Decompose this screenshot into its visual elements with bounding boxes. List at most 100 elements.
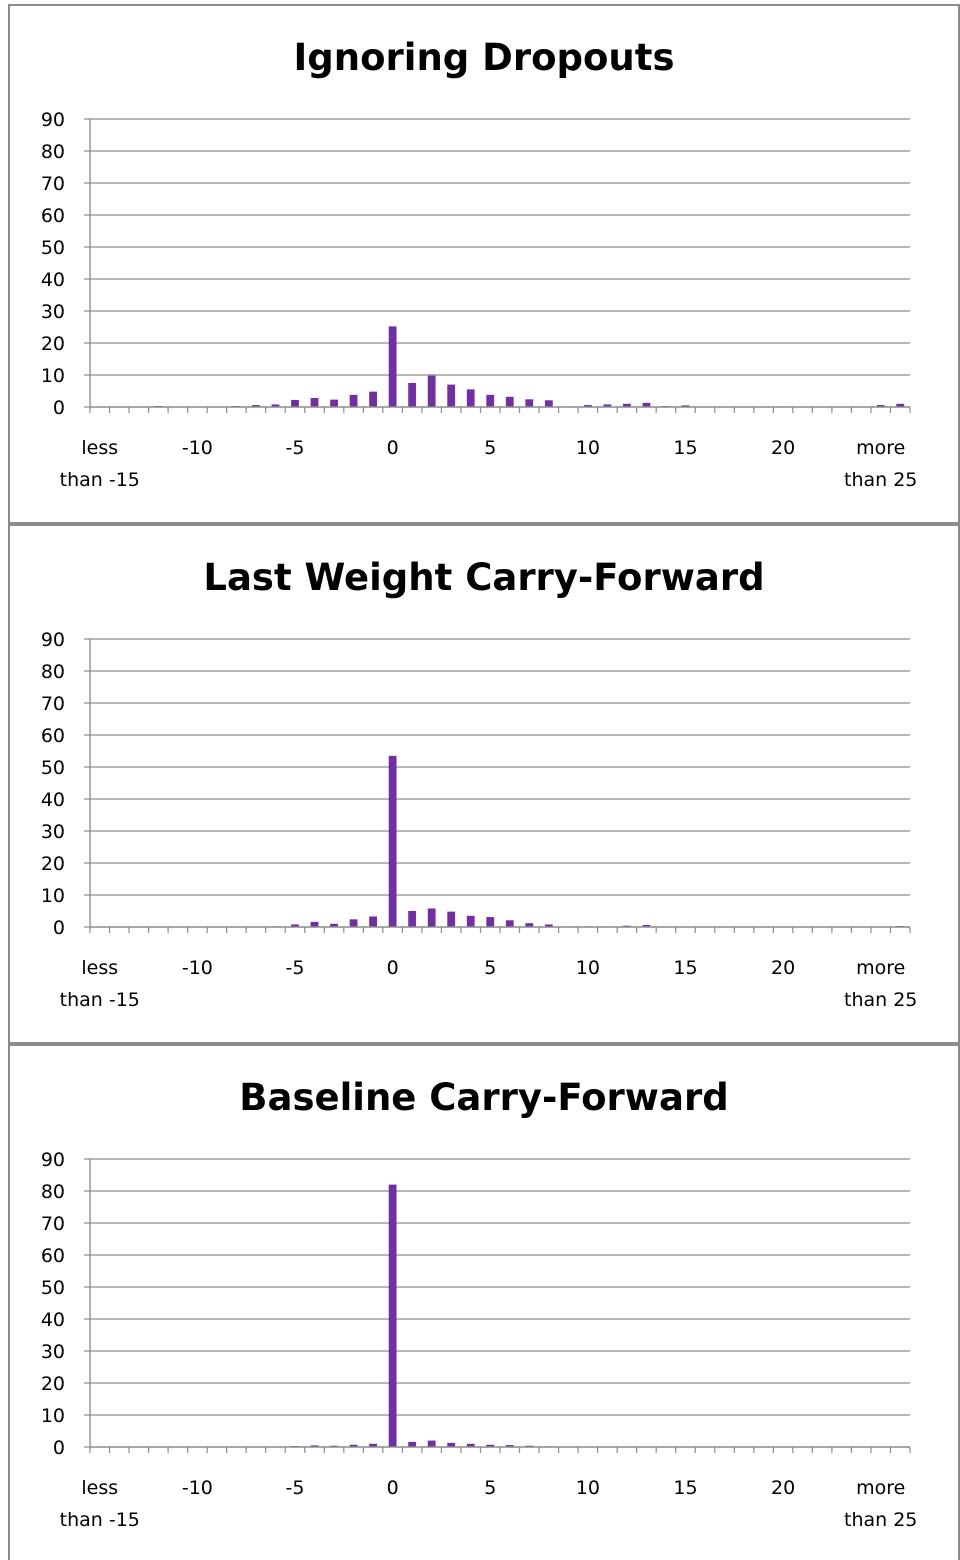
bar <box>876 405 885 407</box>
y-tick-label: 80 <box>41 1181 65 1203</box>
y-tick-label: 70 <box>41 693 65 715</box>
x-tick-label: -10 <box>182 957 213 979</box>
y-tick-label: 60 <box>41 1245 65 1267</box>
x-tick-label: less <box>81 437 118 459</box>
x-tick-label: than -15 <box>60 1509 140 1531</box>
chart-panel-baseline-carry-forward: Baseline Carry-Forward 0 10 20 30 40 50 60 70 80… <box>8 1044 960 1560</box>
x-tick-label: -5 <box>286 957 305 979</box>
bar <box>447 1442 456 1447</box>
y-tick-label: 20 <box>41 853 65 875</box>
histogram-chart: Last Weight Carry-Forward 01020304050607… <box>41 556 918 1011</box>
bar <box>642 402 651 407</box>
x-tick-label: 20 <box>771 1477 795 1499</box>
x-tick-label: 10 <box>576 437 600 459</box>
y-tick-label: 0 <box>53 397 65 419</box>
bar <box>427 375 436 407</box>
x-tick-label: 5 <box>484 1477 496 1499</box>
x-tick-label: 15 <box>673 1477 697 1499</box>
bar <box>486 1444 495 1447</box>
chart-panel-ignoring-dropouts: Ignoring Dropouts 0 10 20 30 40 50 60 70 80 90 les… <box>8 4 960 524</box>
y-tick-label: 10 <box>41 365 65 387</box>
y-tick-label: 80 <box>41 141 65 163</box>
x-tick-label: 0 <box>387 437 399 459</box>
bar <box>349 394 358 407</box>
bar <box>310 921 319 927</box>
x-tick-label: 15 <box>673 957 697 979</box>
x-tick-label: 0 <box>387 1477 399 1499</box>
bar <box>369 916 377 927</box>
y-tick-label: 50 <box>41 237 65 259</box>
y-tick-label: 10 <box>41 885 65 907</box>
y-tick-label: 10 <box>41 1405 65 1427</box>
bar <box>505 1445 514 1447</box>
bar <box>369 1443 377 1447</box>
y-tick-label: 30 <box>41 821 65 843</box>
y-tick-label: 40 <box>41 1309 65 1331</box>
bar <box>427 908 436 927</box>
y-tick-label: 20 <box>41 333 65 355</box>
bar <box>447 911 456 927</box>
x-tick-label: 15 <box>673 437 697 459</box>
histogram-chart: Baseline Carry-Forward 01020304050607080… <box>41 1076 918 1531</box>
bar <box>525 923 534 927</box>
bar <box>681 405 690 407</box>
x-tick-label: less <box>81 1477 118 1499</box>
x-tick-label: -10 <box>182 437 213 459</box>
x-tick-label: 20 <box>771 957 795 979</box>
y-tick-label: 0 <box>53 917 65 939</box>
bar <box>583 405 592 407</box>
bar <box>310 1445 319 1447</box>
bar <box>427 1440 436 1447</box>
bar <box>408 911 417 927</box>
bar <box>271 404 280 407</box>
x-tick-label: 5 <box>484 437 496 459</box>
x-tick-label: than 25 <box>844 469 917 491</box>
x-tick-label: -5 <box>286 1477 305 1499</box>
x-tick-label: -10 <box>182 1477 213 1499</box>
chart-title: Last Weight Carry-Forward <box>203 556 764 599</box>
y-tick-label: 30 <box>41 301 65 323</box>
chart-panel-last-weight-carry-forward: Last Weight Carry-Forward 0 10 20 30 40 50 60 7… <box>8 524 960 1044</box>
bar <box>447 384 456 407</box>
y-tick-label: 60 <box>41 725 65 747</box>
bar <box>252 405 260 407</box>
y-tick-label: 70 <box>41 1213 65 1235</box>
y-tick-label: 20 <box>41 1373 65 1395</box>
y-tick-label: 50 <box>41 1277 65 1299</box>
x-tick-label: than -15 <box>60 989 140 1011</box>
chart-title: Ignoring Dropouts <box>294 36 675 79</box>
bar <box>349 919 358 927</box>
y-tick-label: 70 <box>41 173 65 195</box>
bar <box>486 394 495 407</box>
histogram-chart: Ignoring Dropouts 0102030405060708090les… <box>41 36 918 491</box>
bar <box>388 326 397 407</box>
x-tick-label: more <box>856 1477 905 1499</box>
bar <box>486 917 495 927</box>
bar <box>505 920 514 927</box>
x-tick-label: 5 <box>484 957 496 979</box>
bar <box>466 389 475 407</box>
bar <box>330 923 338 927</box>
y-tick-label: 40 <box>41 269 65 291</box>
x-tick-label: 10 <box>576 1477 600 1499</box>
bar <box>505 396 514 407</box>
bar <box>896 403 905 407</box>
y-tick-label: 80 <box>41 661 65 683</box>
bar <box>642 925 651 927</box>
bar <box>603 404 612 407</box>
chart-title: Baseline Carry-Forward <box>239 1076 728 1119</box>
x-tick-label: than -15 <box>60 469 140 491</box>
bar <box>544 924 553 927</box>
x-tick-label: more <box>856 437 905 459</box>
x-tick-label: -5 <box>286 437 305 459</box>
x-tick-label: less <box>81 957 118 979</box>
bar <box>349 1444 358 1447</box>
bar <box>525 399 534 407</box>
y-tick-label: 90 <box>41 109 65 131</box>
bar <box>466 1443 475 1447</box>
y-tick-label: 90 <box>41 1149 65 1171</box>
bar <box>369 391 377 407</box>
bar <box>310 398 319 407</box>
y-tick-label: 50 <box>41 757 65 779</box>
x-tick-label: more <box>856 957 905 979</box>
